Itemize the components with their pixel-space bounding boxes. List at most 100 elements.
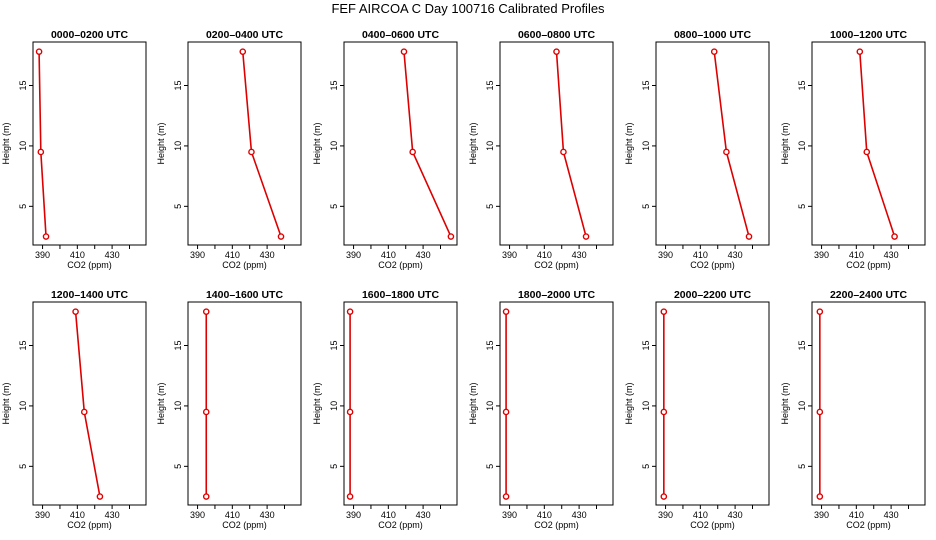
y-tick-label: 5 [173,464,183,469]
x-tick-label: 410 [381,250,396,260]
panel-title: 2000–2200 UTC [674,289,751,301]
data-point [863,148,871,156]
x-tick-label: 390 [814,510,829,520]
y-tick-label: 15 [797,80,807,90]
data-point [96,493,104,500]
plot-frame [655,41,770,246]
panel-title: 0200–0400 UTC [206,29,283,41]
x-tick-label: 410 [849,510,864,520]
y-axis-label: Height (m) [312,122,322,164]
x-tick-label: 410 [693,250,708,260]
panel-title: 0800–1000 UTC [674,29,751,41]
plot-frame [32,41,147,246]
y-tick-label: 5 [18,204,28,209]
x-tick-label: 430 [105,250,120,260]
y-tick-label: 5 [329,204,339,209]
y-axis-label: Height (m) [624,382,634,424]
data-point [346,308,354,315]
y-tick-label: 15 [641,80,651,90]
x-tick-label: 390 [35,510,50,520]
x-tick-label: 390 [35,250,50,260]
y-axis-label: Height (m) [780,382,790,424]
panel-title: 1600–1800 UTC [362,289,439,301]
panel-title: 0000–0200 UTC [51,29,128,41]
data-point [72,308,79,315]
y-tick-label: 15 [641,340,651,350]
plot-frame [655,301,770,506]
x-axis-label: CO2 (ppm) [222,520,267,530]
x-tick-label: 390 [814,250,829,260]
y-tick-label: 10 [797,141,807,151]
plot-frame [499,41,614,246]
data-point [710,48,718,55]
data-point [277,233,285,240]
y-axis-label: Height (m) [468,122,478,164]
x-tick-label: 430 [260,510,275,520]
y-tick-label: 10 [173,141,183,151]
data-point [502,408,510,416]
data-point [816,408,824,416]
x-axis-label: CO2 (ppm) [846,520,891,530]
y-axis-label: Height (m) [1,122,11,164]
data-point [502,493,510,500]
data-point [37,148,45,156]
y-tick-label: 15 [485,80,495,90]
data-point [42,233,50,240]
x-axis-label: CO2 (ppm) [534,260,579,270]
figure-title: FEF AIRCOA C Day 100716 Calibrated Profi… [331,1,605,16]
y-axis-label: Height (m) [624,122,634,164]
y-tick-label: 15 [18,80,28,90]
y-tick-label: 10 [329,401,339,411]
profile-line [74,311,101,497]
panel-title: 2200–2400 UTC [830,289,907,301]
data-point [723,148,730,156]
plot-frame [32,301,147,506]
y-tick-label: 10 [641,141,651,151]
data-point [447,233,455,240]
data-point [202,308,210,315]
x-tick-label: 410 [693,510,708,520]
profile-line [713,51,750,237]
y-tick-label: 5 [329,464,339,469]
x-tick-label: 390 [502,510,517,520]
y-tick-label: 10 [485,141,495,151]
data-point [346,493,354,500]
y-axis-label: Height (m) [312,382,322,424]
profile-line [555,51,587,237]
x-tick-label: 410 [70,510,85,520]
data-point [891,233,898,240]
data-point [80,408,88,416]
y-tick-label: 15 [18,340,28,350]
panel-title: 1800–2000 UTC [518,289,595,301]
x-tick-label: 430 [572,250,587,260]
plot-frame [811,301,926,506]
panel-title: 1000–1200 UTC [830,29,907,41]
panel-title: 0600–0800 UTC [518,29,595,41]
data-point [745,233,753,240]
x-tick-label: 390 [346,510,361,520]
panel-title: 0400–0600 UTC [362,29,439,41]
x-tick-label: 410 [225,250,240,260]
data-point [239,48,247,55]
y-tick-label: 10 [641,401,651,411]
profile-line [403,51,452,237]
x-tick-label: 410 [225,510,240,520]
plot-frame [187,301,302,506]
y-axis-label: Height (m) [156,122,166,164]
data-point [582,233,590,240]
x-tick-label: 430 [728,250,743,260]
x-tick-label: 410 [70,250,85,260]
y-tick-label: 5 [797,204,807,209]
plot-frame [811,41,926,246]
x-axis-label: CO2 (ppm) [222,260,267,270]
x-tick-label: 430 [105,510,120,520]
plot-frame [343,41,458,246]
profile-line [241,51,282,237]
x-axis-label: CO2 (ppm) [67,520,112,530]
data-point [346,408,354,416]
x-axis-label: CO2 (ppm) [378,520,423,530]
y-tick-label: 15 [173,80,183,90]
profile-line [38,51,47,237]
y-axis-label: Height (m) [780,122,790,164]
